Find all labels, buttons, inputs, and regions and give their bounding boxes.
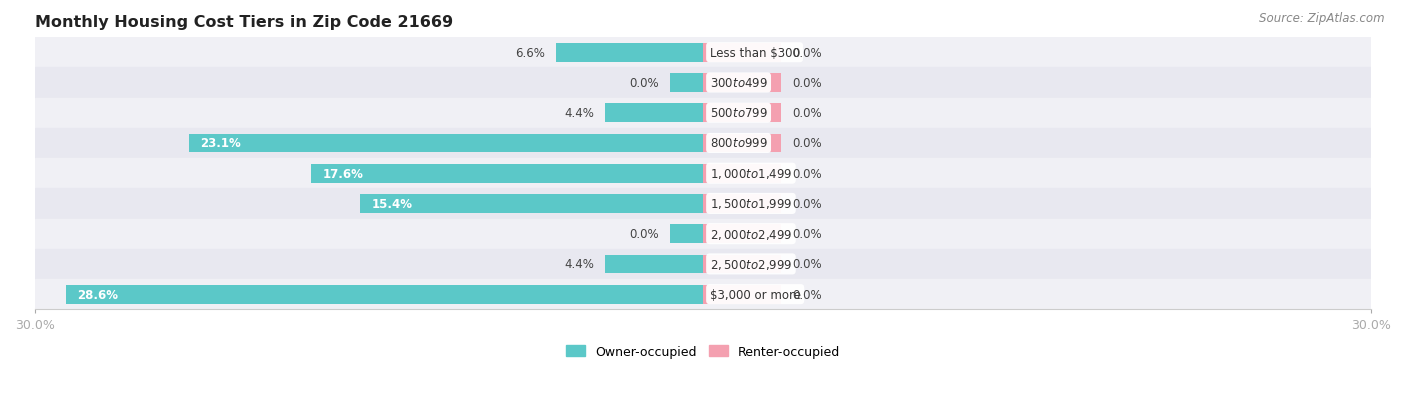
Bar [703,74,780,93]
Bar [188,134,703,153]
Text: $1,500 to $1,999: $1,500 to $1,999 [710,197,792,211]
Text: 0.0%: 0.0% [792,107,821,120]
Bar [669,225,703,243]
Bar [703,104,780,123]
Bar [66,285,703,304]
Bar [35,128,1371,159]
Bar [35,38,1371,68]
Bar [35,189,1371,219]
Text: $1,000 to $1,499: $1,000 to $1,499 [710,167,792,181]
Bar [703,285,780,304]
Text: $2,000 to $2,499: $2,000 to $2,499 [710,227,792,241]
Text: 0.0%: 0.0% [792,228,821,241]
Text: $500 to $799: $500 to $799 [710,107,768,120]
Bar [703,225,780,243]
Bar [35,68,1371,98]
Bar [35,249,1371,279]
Legend: Owner-occupied, Renter-occupied: Owner-occupied, Renter-occupied [561,340,845,363]
Text: 0.0%: 0.0% [792,47,821,59]
Text: $300 to $499: $300 to $499 [710,77,768,90]
Text: Less than $300: Less than $300 [710,47,800,59]
Bar [35,219,1371,249]
Bar [555,44,703,62]
Text: 28.6%: 28.6% [77,288,118,301]
Text: 23.1%: 23.1% [200,137,240,150]
Bar [35,279,1371,309]
Bar [35,98,1371,128]
Bar [360,195,703,213]
Bar [311,164,703,183]
Bar [703,44,780,62]
Text: 15.4%: 15.4% [371,197,412,211]
Text: Monthly Housing Cost Tiers in Zip Code 21669: Monthly Housing Cost Tiers in Zip Code 2… [35,15,453,30]
Text: 0.0%: 0.0% [792,288,821,301]
Text: 0.0%: 0.0% [792,197,821,211]
Bar [605,255,703,274]
Text: 6.6%: 6.6% [515,47,546,59]
Text: 0.0%: 0.0% [792,137,821,150]
Bar [605,104,703,123]
Bar [703,195,780,213]
Text: 0.0%: 0.0% [792,167,821,180]
Bar [703,255,780,274]
Text: 0.0%: 0.0% [628,228,658,241]
Bar [669,74,703,93]
Bar [703,134,780,153]
Text: 17.6%: 17.6% [322,167,363,180]
Text: 0.0%: 0.0% [792,77,821,90]
Text: 4.4%: 4.4% [564,107,593,120]
Text: Source: ZipAtlas.com: Source: ZipAtlas.com [1260,12,1385,25]
Text: 0.0%: 0.0% [628,77,658,90]
Text: 0.0%: 0.0% [792,258,821,271]
Text: $800 to $999: $800 to $999 [710,137,768,150]
Text: $2,500 to $2,999: $2,500 to $2,999 [710,257,792,271]
Text: $3,000 or more: $3,000 or more [710,288,800,301]
Bar [703,164,780,183]
Text: 4.4%: 4.4% [564,258,593,271]
Bar [35,159,1371,189]
